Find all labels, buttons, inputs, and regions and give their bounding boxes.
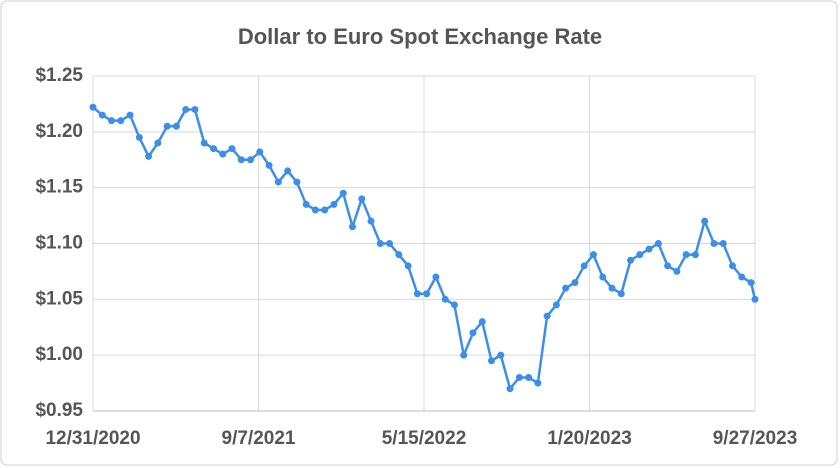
y-tick-label: $1.15: [35, 177, 83, 198]
data-point: [543, 312, 551, 320]
data-point: [627, 256, 635, 264]
data-point: [247, 156, 255, 164]
data-point: [506, 385, 514, 393]
data-point: [395, 251, 403, 259]
data-point: [126, 111, 134, 119]
data-point: [673, 267, 681, 275]
data-point: [423, 290, 431, 298]
data-point: [135, 133, 143, 141]
data-point: [552, 301, 560, 309]
data-point: [154, 139, 162, 147]
data-point: [450, 301, 458, 309]
data-point: [515, 374, 523, 381]
data-point: [200, 139, 208, 147]
data-point: [274, 178, 282, 186]
data-point: [682, 251, 690, 259]
data-point: [284, 167, 292, 175]
data-point: [330, 200, 338, 208]
data-point: [608, 284, 616, 292]
data-point: [339, 189, 347, 197]
data-point: [311, 206, 319, 214]
data-point: [469, 329, 477, 337]
data-point: [172, 122, 180, 130]
data-point: [265, 161, 273, 169]
chart-title: Dollar to Euro Spot Exchange Rate: [238, 24, 602, 49]
data-point: [571, 279, 579, 287]
data-point: [404, 262, 412, 270]
data-point: [580, 262, 588, 270]
data-point: [710, 240, 718, 247]
data-point: [349, 223, 357, 231]
data-point: [302, 200, 310, 208]
data-point: [358, 195, 366, 203]
data-point: [117, 117, 125, 125]
data-point: [209, 145, 217, 153]
data-point: [441, 295, 449, 303]
data-point: [413, 290, 421, 298]
data-point: [497, 351, 505, 359]
y-tick-label: $1.20: [35, 121, 83, 142]
data-point: [98, 111, 106, 119]
data-point: [599, 273, 607, 281]
data-point: [617, 290, 625, 298]
data-point: [719, 240, 727, 247]
data-point: [432, 273, 440, 281]
data-point: [386, 240, 394, 247]
data-point: [751, 295, 759, 303]
y-tick-label: $1.10: [35, 233, 83, 254]
data-point: [89, 103, 97, 111]
data-point: [488, 357, 496, 365]
data-point: [747, 279, 755, 287]
data-point: [163, 122, 171, 130]
data-point: [460, 351, 468, 359]
data-point: [654, 240, 662, 247]
y-tick-label: $1.05: [35, 288, 83, 309]
data-point: [589, 251, 597, 259]
x-tick-label: 9/27/2023: [713, 428, 798, 449]
x-tick-label: 12/31/2020: [45, 428, 140, 449]
data-point: [664, 262, 672, 270]
data-point: [293, 178, 301, 186]
data-point: [738, 273, 746, 281]
data-point: [367, 217, 375, 225]
data-point: [478, 318, 486, 326]
x-tick-label: 5/15/2022: [382, 428, 467, 449]
data-point: [182, 106, 190, 113]
data-point: [728, 262, 736, 270]
data-point: [525, 374, 533, 381]
data-point: [645, 245, 653, 253]
data-point: [256, 148, 264, 156]
data-point: [691, 251, 699, 259]
data-point: [562, 284, 570, 292]
x-tick-label: 1/20/2023: [547, 428, 632, 449]
x-tick-label: 9/7/2021: [222, 428, 296, 449]
data-point: [321, 206, 329, 214]
data-point: [701, 217, 709, 225]
data-point: [191, 106, 199, 113]
data-point: [376, 240, 384, 247]
data-point: [219, 150, 227, 158]
data-point: [636, 251, 644, 259]
y-tick-label: $0.95: [35, 400, 83, 421]
data-point: [108, 117, 116, 125]
data-point: [228, 145, 236, 153]
data-point: [534, 379, 542, 387]
data-point: [145, 152, 153, 160]
y-tick-label: $1.00: [35, 344, 83, 365]
data-point: [237, 156, 245, 164]
y-tick-label: $1.25: [35, 65, 83, 86]
